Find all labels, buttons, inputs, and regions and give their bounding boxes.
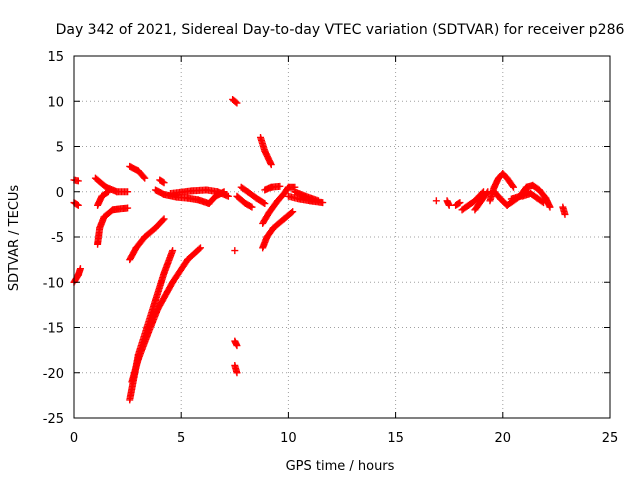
- data-point: [432, 197, 440, 205]
- chart-title: Day 342 of 2021, Sidereal Day-to-day VTE…: [56, 22, 625, 38]
- data-point: [74, 177, 82, 185]
- grid: [74, 56, 610, 418]
- y-axis-label: SDTVAR / TECUs: [7, 185, 22, 292]
- data-point: [76, 265, 84, 273]
- data-point: [540, 199, 548, 207]
- data-point: [160, 179, 168, 187]
- data-point: [445, 201, 453, 209]
- data-point: [510, 183, 518, 191]
- x-tick-label: 10: [280, 431, 297, 446]
- data-point: [103, 189, 111, 197]
- data-point: [232, 98, 240, 106]
- x-tick-label: 20: [495, 431, 512, 446]
- data-point: [456, 199, 464, 207]
- data-point: [233, 369, 241, 377]
- y-tick-label: -15: [43, 322, 64, 337]
- data-point: [140, 173, 148, 181]
- data-point: [160, 215, 168, 223]
- data-point: [546, 203, 554, 211]
- x-tick-label: 25: [602, 431, 619, 446]
- data-point: [276, 182, 284, 190]
- data-point: [248, 203, 256, 211]
- y-tick-label: -20: [43, 367, 64, 382]
- data-point: [247, 202, 255, 210]
- y-tick-label: 15: [47, 50, 64, 65]
- x-tick-label: 5: [177, 431, 185, 446]
- data-point: [104, 188, 112, 196]
- x-tick-label: 15: [387, 431, 404, 446]
- data-point: [261, 200, 269, 208]
- data-point: [314, 197, 322, 205]
- data-point: [509, 182, 517, 190]
- data-point: [195, 245, 203, 253]
- y-tick-label: 5: [56, 141, 64, 156]
- data-point: [169, 247, 177, 255]
- y-tick-label: -5: [51, 231, 64, 246]
- x-tick-label: 0: [70, 431, 78, 446]
- data-point: [224, 192, 232, 200]
- data-point: [288, 209, 296, 217]
- data-point: [159, 216, 167, 224]
- y-tick-label: -25: [43, 412, 64, 427]
- data-point: [319, 199, 327, 207]
- data-point: [124, 204, 132, 212]
- data-point: [231, 247, 239, 255]
- data-point: [267, 161, 275, 169]
- data-point: [141, 174, 149, 182]
- data-point: [233, 99, 241, 107]
- y-tick-label: 10: [47, 95, 64, 110]
- data-point: [289, 208, 297, 216]
- data-point: [74, 201, 82, 209]
- y-tick-label: -10: [43, 276, 64, 291]
- data-point: [538, 198, 546, 206]
- data-point: [561, 210, 569, 218]
- data-point: [260, 199, 268, 207]
- data-points: [70, 95, 569, 404]
- data-point: [196, 244, 204, 252]
- x-axis-label: GPS time / hours: [286, 459, 395, 474]
- data-point: [124, 188, 132, 196]
- y-tick-label: 0: [56, 186, 64, 201]
- data-point: [233, 342, 241, 350]
- ticks: 0 5 10 15 20 25 15 10 5 0 -5 -10 -15 -20 -25: [43, 50, 619, 446]
